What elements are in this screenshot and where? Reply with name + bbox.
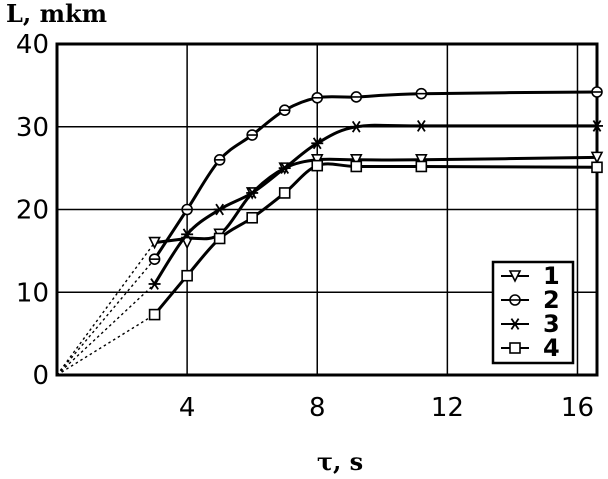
series-2-point xyxy=(311,91,324,104)
series-4-point xyxy=(246,211,258,224)
x-tick-label: 4 xyxy=(179,393,196,423)
y-tick-label: 40 xyxy=(16,30,49,60)
series-3-extrapolation xyxy=(56,283,156,376)
x-tick-label: 8 xyxy=(309,393,326,423)
series-1-line xyxy=(153,155,599,245)
series-4-point xyxy=(278,187,291,199)
legend-label: 2 xyxy=(543,286,560,314)
series-4-point xyxy=(181,269,193,282)
series-1-extrapolation xyxy=(56,242,156,376)
series-4-point xyxy=(591,161,603,174)
series-1-point xyxy=(180,236,194,250)
series-2-point xyxy=(181,203,193,216)
legend-marker xyxy=(509,342,521,354)
y-tick-label: 20 xyxy=(16,196,49,226)
series-4-point xyxy=(415,160,428,173)
series-4 xyxy=(56,159,603,376)
legend-item-2: 2 xyxy=(501,286,560,314)
series-2-point xyxy=(148,253,161,265)
series-3-point xyxy=(246,187,259,199)
series-2-point xyxy=(350,91,363,103)
series-layer xyxy=(56,86,604,376)
legend-marker xyxy=(509,294,521,306)
legend-box xyxy=(491,260,575,365)
series-3-point xyxy=(415,120,428,132)
series-3-point xyxy=(148,278,161,290)
series-1-point xyxy=(148,236,161,250)
x-tick-label: 16 xyxy=(561,393,594,423)
series-2-extrapolation xyxy=(56,258,156,376)
series-3-line xyxy=(153,123,599,286)
x-axis-title: τ, s xyxy=(317,447,363,476)
series-1-point xyxy=(590,151,604,165)
legend-label: 4 xyxy=(543,334,560,362)
legend-label: 3 xyxy=(543,310,560,338)
series-3 xyxy=(56,120,603,376)
series-2-point xyxy=(591,86,603,98)
y-tick-label: 0 xyxy=(32,361,49,391)
legend-item-4: 4 xyxy=(501,334,560,362)
legend-item-1: 1 xyxy=(501,262,560,290)
series-2-point xyxy=(415,87,428,100)
y-tick-label: 30 xyxy=(16,113,49,143)
legend-marker xyxy=(509,318,521,330)
series-4-point xyxy=(213,232,226,245)
tick-labels: 4 8 12 16 0 10 20 30 40 xyxy=(16,30,594,423)
legend-item-3: 3 xyxy=(501,310,560,338)
series-3-point xyxy=(591,120,603,132)
legend-marker xyxy=(508,270,522,283)
series-4-point xyxy=(311,159,324,172)
x-tick-label: 12 xyxy=(431,393,464,423)
plot-frame xyxy=(55,42,599,377)
series-4-point xyxy=(350,160,363,173)
series-2-point xyxy=(213,154,226,166)
series-3-point xyxy=(350,120,363,133)
series-4-extrapolation xyxy=(56,313,155,376)
y-axis-title: L, mkm xyxy=(6,0,107,28)
series-3-point xyxy=(311,137,324,150)
y-tick-label: 10 xyxy=(16,278,49,308)
series-3-point xyxy=(278,162,291,175)
series-4-point xyxy=(148,308,161,321)
series-3-point xyxy=(213,203,226,216)
series-1-point xyxy=(415,154,428,167)
series-2 xyxy=(56,86,603,376)
series-1-point xyxy=(349,154,363,167)
series-2-point xyxy=(278,104,291,116)
series-2-point xyxy=(246,129,258,141)
legend-label: 1 xyxy=(543,262,560,290)
series-3-point xyxy=(181,228,194,241)
